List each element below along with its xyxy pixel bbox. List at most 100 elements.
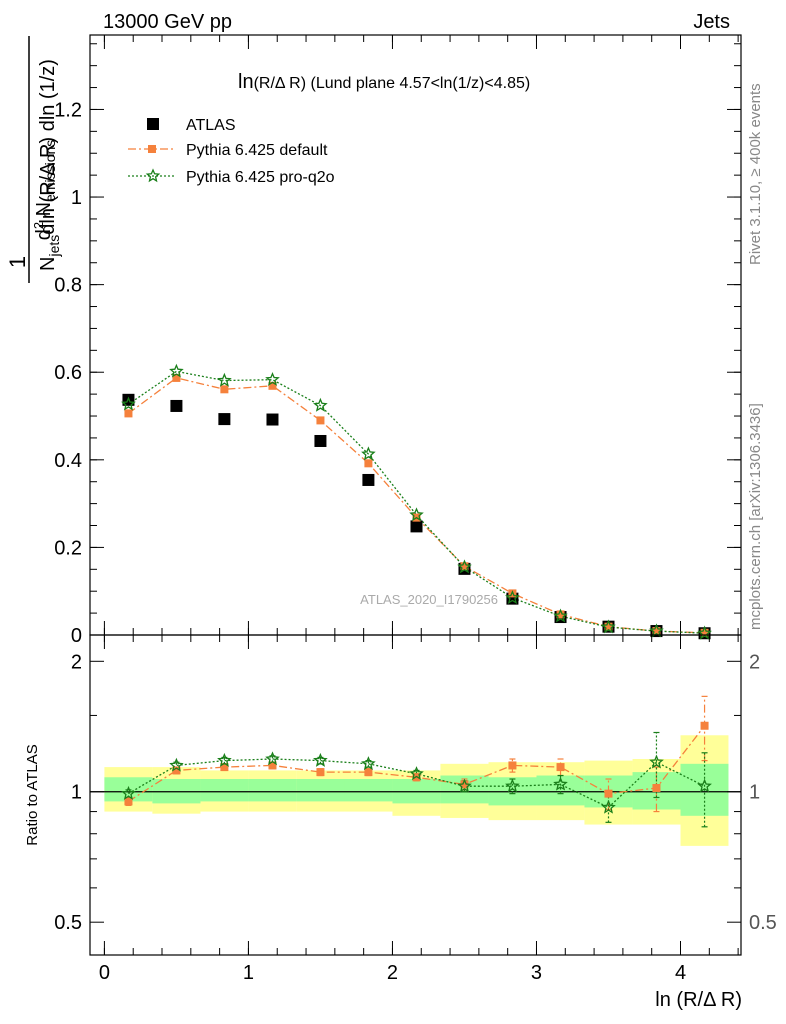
ratio-ytick-label-right: 2 <box>749 651 760 673</box>
point-proq2o <box>169 363 184 378</box>
point-default <box>364 459 373 468</box>
ratio-point-default <box>316 768 325 777</box>
ratio-point-proq2o <box>121 785 136 800</box>
point-default <box>556 610 565 619</box>
ylabel-den-rest: dln (R/Δ R) dln (1/z) <box>37 59 59 235</box>
main-ytick-label: 0.4 <box>54 450 82 472</box>
legend-marker-proq2o <box>145 168 161 183</box>
point-atlas <box>362 473 375 486</box>
ratio-point-default <box>460 780 469 789</box>
x-tick-label: 0 <box>99 962 110 984</box>
ratio-point-proq2o <box>553 776 568 791</box>
rivet-label: Rivet 3.1.10, ≥ 400k events <box>747 83 764 265</box>
point-proq2o <box>553 608 568 623</box>
legend-entry-atlas: ATLAS <box>147 117 236 134</box>
ratio-point-default <box>220 763 229 772</box>
ratio-point-default <box>556 763 565 772</box>
point-default <box>316 416 325 425</box>
mcplots-label: mcplots.cern.ch [arXiv:1306.3436] <box>747 403 764 630</box>
ratio-axis-ticks: 0.5 0.5 1 1 2 2 0 1 2 3 4 <box>54 635 777 984</box>
ratio-point-proq2o <box>265 751 280 766</box>
point-proq2o <box>697 625 712 640</box>
band-green <box>200 779 249 802</box>
ratio-point-default <box>172 766 181 775</box>
point-default <box>460 562 469 571</box>
ratio-plot-frame <box>89 634 742 956</box>
point-default <box>220 385 229 394</box>
point-proq2o <box>121 396 136 411</box>
legend-marker-default <box>148 145 156 153</box>
ylabel-top-sup: 2 <box>31 222 46 229</box>
x-tick-label: 2 <box>387 962 398 984</box>
analysis-watermark: ATLAS_2020_I1790256 <box>360 592 498 607</box>
ratio-point-default <box>124 797 133 806</box>
band-green <box>296 779 345 802</box>
ratio-point-proq2o <box>361 756 376 771</box>
point-atlas <box>218 413 231 426</box>
ratio-ylabel: Ratio to ATLAS <box>24 744 41 845</box>
legend-entry-default: Pythia 6.425 default <box>128 142 328 159</box>
x-axis-label: ln (R/Δ R) <box>655 989 742 1011</box>
band-green <box>344 779 393 802</box>
x-tick-label: 1 <box>243 962 254 984</box>
point-proq2o <box>361 446 376 461</box>
ratio-point-proq2o <box>649 754 664 769</box>
ratio-ytick-label: 0.5 <box>54 912 82 934</box>
point-proq2o <box>265 372 280 386</box>
ratio-point-default <box>268 761 277 770</box>
ratio-point-default <box>364 768 373 777</box>
ylabel-top-sub: emissions <box>42 140 58 202</box>
legend-label-proq2o: Pythia 6.425 pro-q2o <box>186 169 335 186</box>
ratio-data-points <box>121 695 712 828</box>
main-title-body: (R/Δ R) (Lund plane 4.57<ln(1/z)<4.85) <box>254 75 531 92</box>
point-atlas <box>410 520 423 533</box>
main-ytick-label: 0.2 <box>54 537 82 559</box>
legend-label-atlas: ATLAS <box>186 117 236 134</box>
ylabel-den-main: N <box>37 256 59 270</box>
point-default <box>652 627 661 636</box>
main-ytick-label: 0.8 <box>54 275 82 297</box>
point-default <box>604 622 613 631</box>
point-proq2o <box>457 559 472 574</box>
ratio-ytick-label-right: 0.5 <box>749 912 777 934</box>
point-proq2o <box>649 623 664 638</box>
x-tick-label: 4 <box>675 962 686 984</box>
point-proq2o <box>313 397 328 412</box>
header-left: 13000 GeV pp <box>103 11 232 33</box>
ratio-point-default <box>508 761 517 770</box>
legend-marker-atlas <box>147 118 159 130</box>
main-ytick-label: 0 <box>71 625 82 647</box>
ylabel-top: d2 Nemissions <box>31 140 58 241</box>
main-ytick-label: 1 <box>71 187 82 209</box>
ratio-point-proq2o <box>697 778 712 793</box>
point-atlas <box>266 413 279 426</box>
point-default <box>172 373 181 382</box>
point-atlas <box>314 434 327 447</box>
point-proq2o <box>505 590 520 604</box>
ylabel-top-main: N <box>33 202 55 222</box>
main-ylabel: 1 d2 Nemissions Njetsdln (R/Δ R) dln (1/… <box>5 36 62 283</box>
ylabel-top-pre: d <box>33 229 55 240</box>
ratio-point-proq2o <box>505 778 520 793</box>
x-tick-label: 3 <box>531 962 542 984</box>
ratio-point-proq2o <box>409 766 424 781</box>
ratio-point-default <box>700 721 709 730</box>
legend-label-default: Pythia 6.425 default <box>186 142 328 159</box>
ylabel-den-sub: jets <box>46 235 62 258</box>
legend: ATLAS Pythia 6.425 default Pythia 6.425 … <box>128 117 335 186</box>
point-proq2o <box>409 507 424 522</box>
ratio-point-proq2o <box>169 757 184 772</box>
point-atlas <box>170 399 183 412</box>
point-default <box>700 628 709 637</box>
ratio-point-default <box>652 784 661 793</box>
band-green <box>248 779 297 802</box>
point-proq2o <box>601 619 616 634</box>
main-title: ln(R/Δ R) (Lund plane 4.57<ln(1/z)<4.85) <box>238 71 530 93</box>
main-title-prefix: ln <box>238 71 254 93</box>
ratio-ytick-label-right: 1 <box>749 782 760 804</box>
ylabel-bottom: Njetsdln (R/Δ R) dln (1/z) <box>37 59 62 271</box>
ratio-point-proq2o <box>313 752 328 767</box>
ratio-ytick-label: 1 <box>71 782 82 804</box>
ratio-point-default <box>604 789 613 798</box>
